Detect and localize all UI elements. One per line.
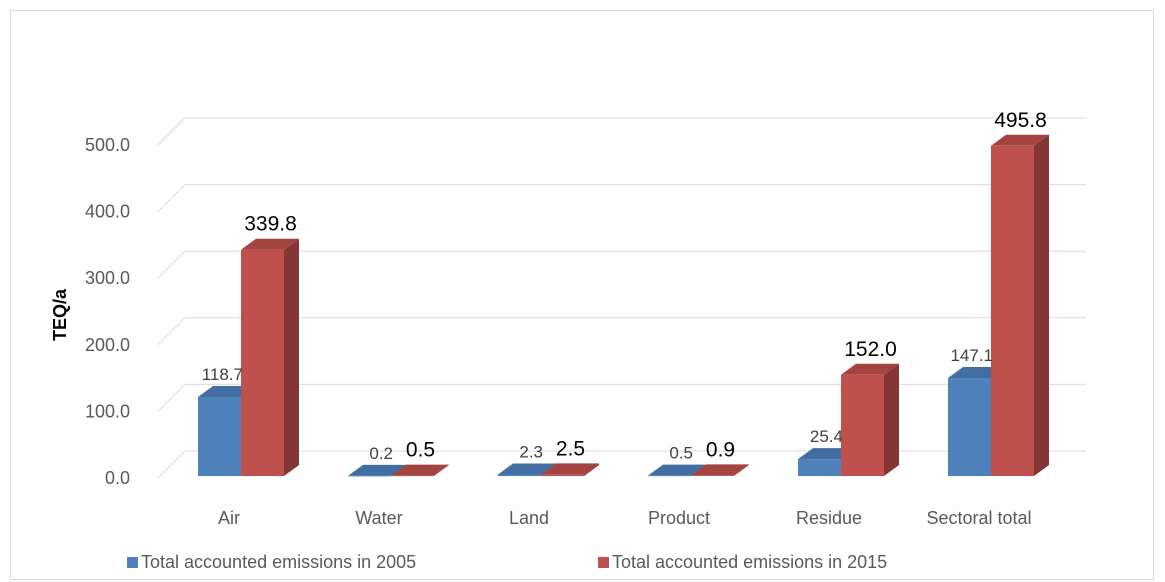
category-label: Land [509, 508, 549, 528]
gridline [157, 383, 1086, 412]
data-label: 152.0 [844, 338, 897, 361]
chart-frame [10, 10, 1154, 580]
data-label: 0.5 [669, 444, 693, 463]
bar-2015-product [691, 464, 749, 476]
y-tick-label: 300.0 [85, 268, 130, 288]
data-label: 0.5 [406, 439, 435, 462]
y-tick-label: 200.0 [85, 335, 130, 355]
data-label: 2.5 [556, 437, 585, 460]
legend: Total accounted emissions in 2005 Total a… [127, 552, 887, 572]
bar-2015-sectoral-total [991, 134, 1049, 477]
y-tick-label: 100.0 [85, 401, 130, 421]
legend-swatch [127, 557, 138, 568]
bars [198, 134, 1049, 477]
data-label: 118.7 [202, 365, 243, 384]
y-axis-label: TEQ/a [50, 288, 70, 341]
category-label: Product [648, 508, 710, 528]
category-label: Residue [796, 508, 862, 528]
data-label: 0.2 [369, 444, 393, 463]
gridlines [157, 117, 1086, 479]
bar-2015-air [241, 238, 299, 476]
legend-item-2005: Total accounted emissions in 2005 [127, 552, 416, 572]
legend-label: Total accounted emissions in 2005 [141, 552, 416, 572]
legend-label: Total accounted emissions in 2015 [612, 552, 887, 572]
category-labels: Air Water Land Product Residue Sectoral total [218, 508, 1032, 528]
data-labels: 118.7 339.8 0.2 0.5 2.3 2.5 0.5 0.9 25.4 152.0 147… [202, 109, 1047, 463]
bar-2015-water [391, 464, 449, 477]
data-label: 495.8 [994, 109, 1047, 132]
category-label: Air [218, 508, 240, 528]
data-label: 2.3 [519, 442, 543, 461]
y-tick-label: 0.0 [105, 468, 130, 488]
data-label: 339.8 [244, 213, 297, 236]
y-axis-ticks: 0.0 100.0 200.0 300.0 400.0 500.0 [85, 135, 130, 488]
y-tick-label: 500.0 [85, 135, 130, 155]
data-label: 0.9 [706, 438, 735, 461]
gridline [157, 250, 1086, 279]
legend-item-2015: Total accounted emissions in 2015 [598, 552, 887, 572]
bar-2015-residue [841, 363, 899, 476]
gridline [157, 184, 1086, 212]
gridline [157, 450, 1086, 479]
bar-2015-land [541, 463, 599, 476]
data-label: 25.4 [810, 427, 843, 446]
legend-swatch [598, 557, 609, 568]
data-label: 147.1 [950, 346, 993, 365]
category-label: Sectoral total [926, 508, 1031, 528]
gridline [157, 317, 1086, 346]
gridline [157, 117, 1086, 146]
y-tick-label: 400.0 [85, 202, 130, 222]
category-label: Water [355, 508, 402, 528]
